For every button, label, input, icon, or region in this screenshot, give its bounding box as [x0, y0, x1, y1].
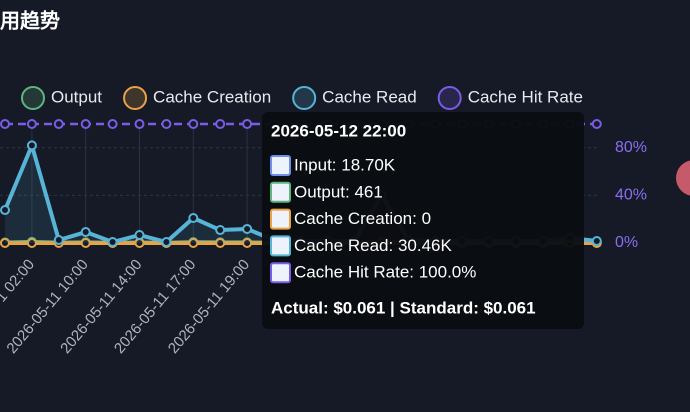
point [107, 237, 118, 248]
point [242, 238, 253, 248]
point [80, 227, 91, 238]
point [0, 205, 10, 216]
point [80, 238, 91, 248]
tooltip-swatch [270, 235, 291, 257]
point [242, 223, 253, 234]
point [161, 237, 172, 248]
point [591, 119, 602, 129]
point [0, 238, 10, 248]
point [188, 119, 199, 129]
point [134, 230, 145, 241]
tooltip-swatch [270, 208, 291, 230]
point [242, 119, 253, 129]
point [26, 119, 37, 129]
point [215, 238, 226, 248]
point [53, 119, 64, 129]
tooltip-row: Cache Creation: 0 [294, 209, 431, 228]
tooltip-row: Cache Hit Rate: 100.0% [294, 263, 476, 282]
point [188, 213, 199, 224]
tooltip-swatch [270, 155, 291, 176]
point [107, 119, 118, 129]
legend-label: Cache Read [322, 87, 417, 106]
y2-tick-label: 80% [615, 139, 647, 156]
point [591, 235, 602, 246]
chart-title: 用趋势 [0, 8, 60, 32]
legend-icon [292, 86, 317, 110]
legend-icon [123, 86, 148, 110]
float-button[interactable] [676, 160, 690, 196]
y2-tick-label: 40% [615, 187, 647, 204]
tooltip-swatch [270, 262, 291, 284]
point [26, 238, 37, 248]
legend-icon [21, 86, 45, 110]
point [26, 140, 37, 151]
y2-tick-label: 0% [615, 234, 638, 251]
point [0, 119, 10, 129]
tooltip-row: Input: 18.70K [294, 155, 396, 174]
tooltip-title: 2026-05-12 22:00 [271, 121, 406, 140]
tooltip-swatch [270, 181, 291, 203]
point [53, 235, 64, 246]
legend-label: Output [51, 87, 102, 106]
tooltip-footer: Actual: $0.061 | Standard: $0.061 [271, 298, 536, 317]
tooltip [262, 112, 584, 329]
point [188, 238, 199, 248]
point [161, 119, 172, 129]
point [215, 225, 226, 236]
point [134, 119, 145, 129]
tooltip-row: Output: 461 [294, 182, 383, 201]
legend-label: Cache Hit Rate [468, 87, 583, 106]
tooltip-row: Cache Read: 30.46K [294, 236, 452, 255]
legend-icon [437, 86, 462, 110]
point [215, 119, 226, 129]
legend-label: Cache Creation [153, 87, 271, 106]
point [80, 119, 91, 129]
